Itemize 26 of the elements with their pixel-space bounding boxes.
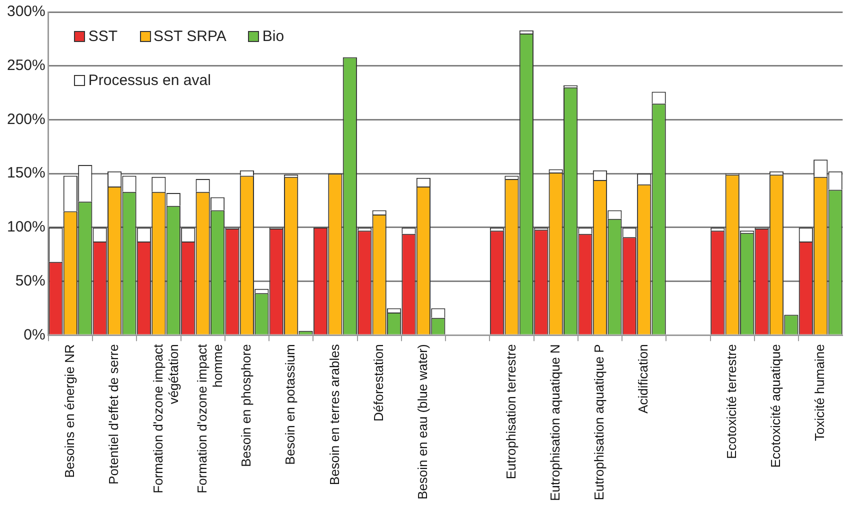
x-tick-label: Besoin en potassium	[282, 344, 298, 465]
x-tick-label: Besoin en terres arables	[326, 344, 342, 486]
x-tick-label: Formation d'ozone impact végétation	[150, 344, 181, 494]
x-tick-label: Besoin en phosphore	[238, 344, 254, 468]
x-tick-label: Ecotoxicité terrestre	[724, 344, 739, 460]
x-tick-label: Ecotoxicité aquatique	[768, 344, 784, 468]
y-tick-label: 100%	[6, 218, 46, 236]
x-tick-label: Besoin en eau (blue water)	[415, 344, 430, 500]
y-tick-label: 200%	[6, 110, 46, 128]
x-tick-label: Déforestation	[370, 344, 386, 422]
x-tick-label: Eutrophisation aquatique P	[592, 344, 607, 500]
legend-label: SST SRPA	[154, 28, 226, 44]
x-tick-label: Toxicité humaine	[812, 344, 828, 441]
x-tick-label: Eutrophisation aquatique N	[547, 344, 562, 502]
legend-label: SST	[88, 28, 118, 44]
y-tick-label: 50%	[15, 272, 46, 290]
x-tick-label: Eutrophisation terrestre	[503, 344, 518, 480]
y-tick-label: 250%	[6, 57, 46, 74]
y-tick-label: 300%	[6, 3, 46, 20]
y-tick-label: 150%	[6, 164, 46, 182]
x-tick-label: Acidification	[636, 344, 651, 414]
y-tick-label: 0%	[24, 326, 46, 344]
x-tick-label: Potentiel d'effet de serre	[106, 344, 122, 484]
x-tick-label: Besoins en énergie NR	[62, 344, 78, 478]
text: Processus en aval	[88, 72, 211, 88]
legend-label: Bio	[262, 28, 284, 44]
